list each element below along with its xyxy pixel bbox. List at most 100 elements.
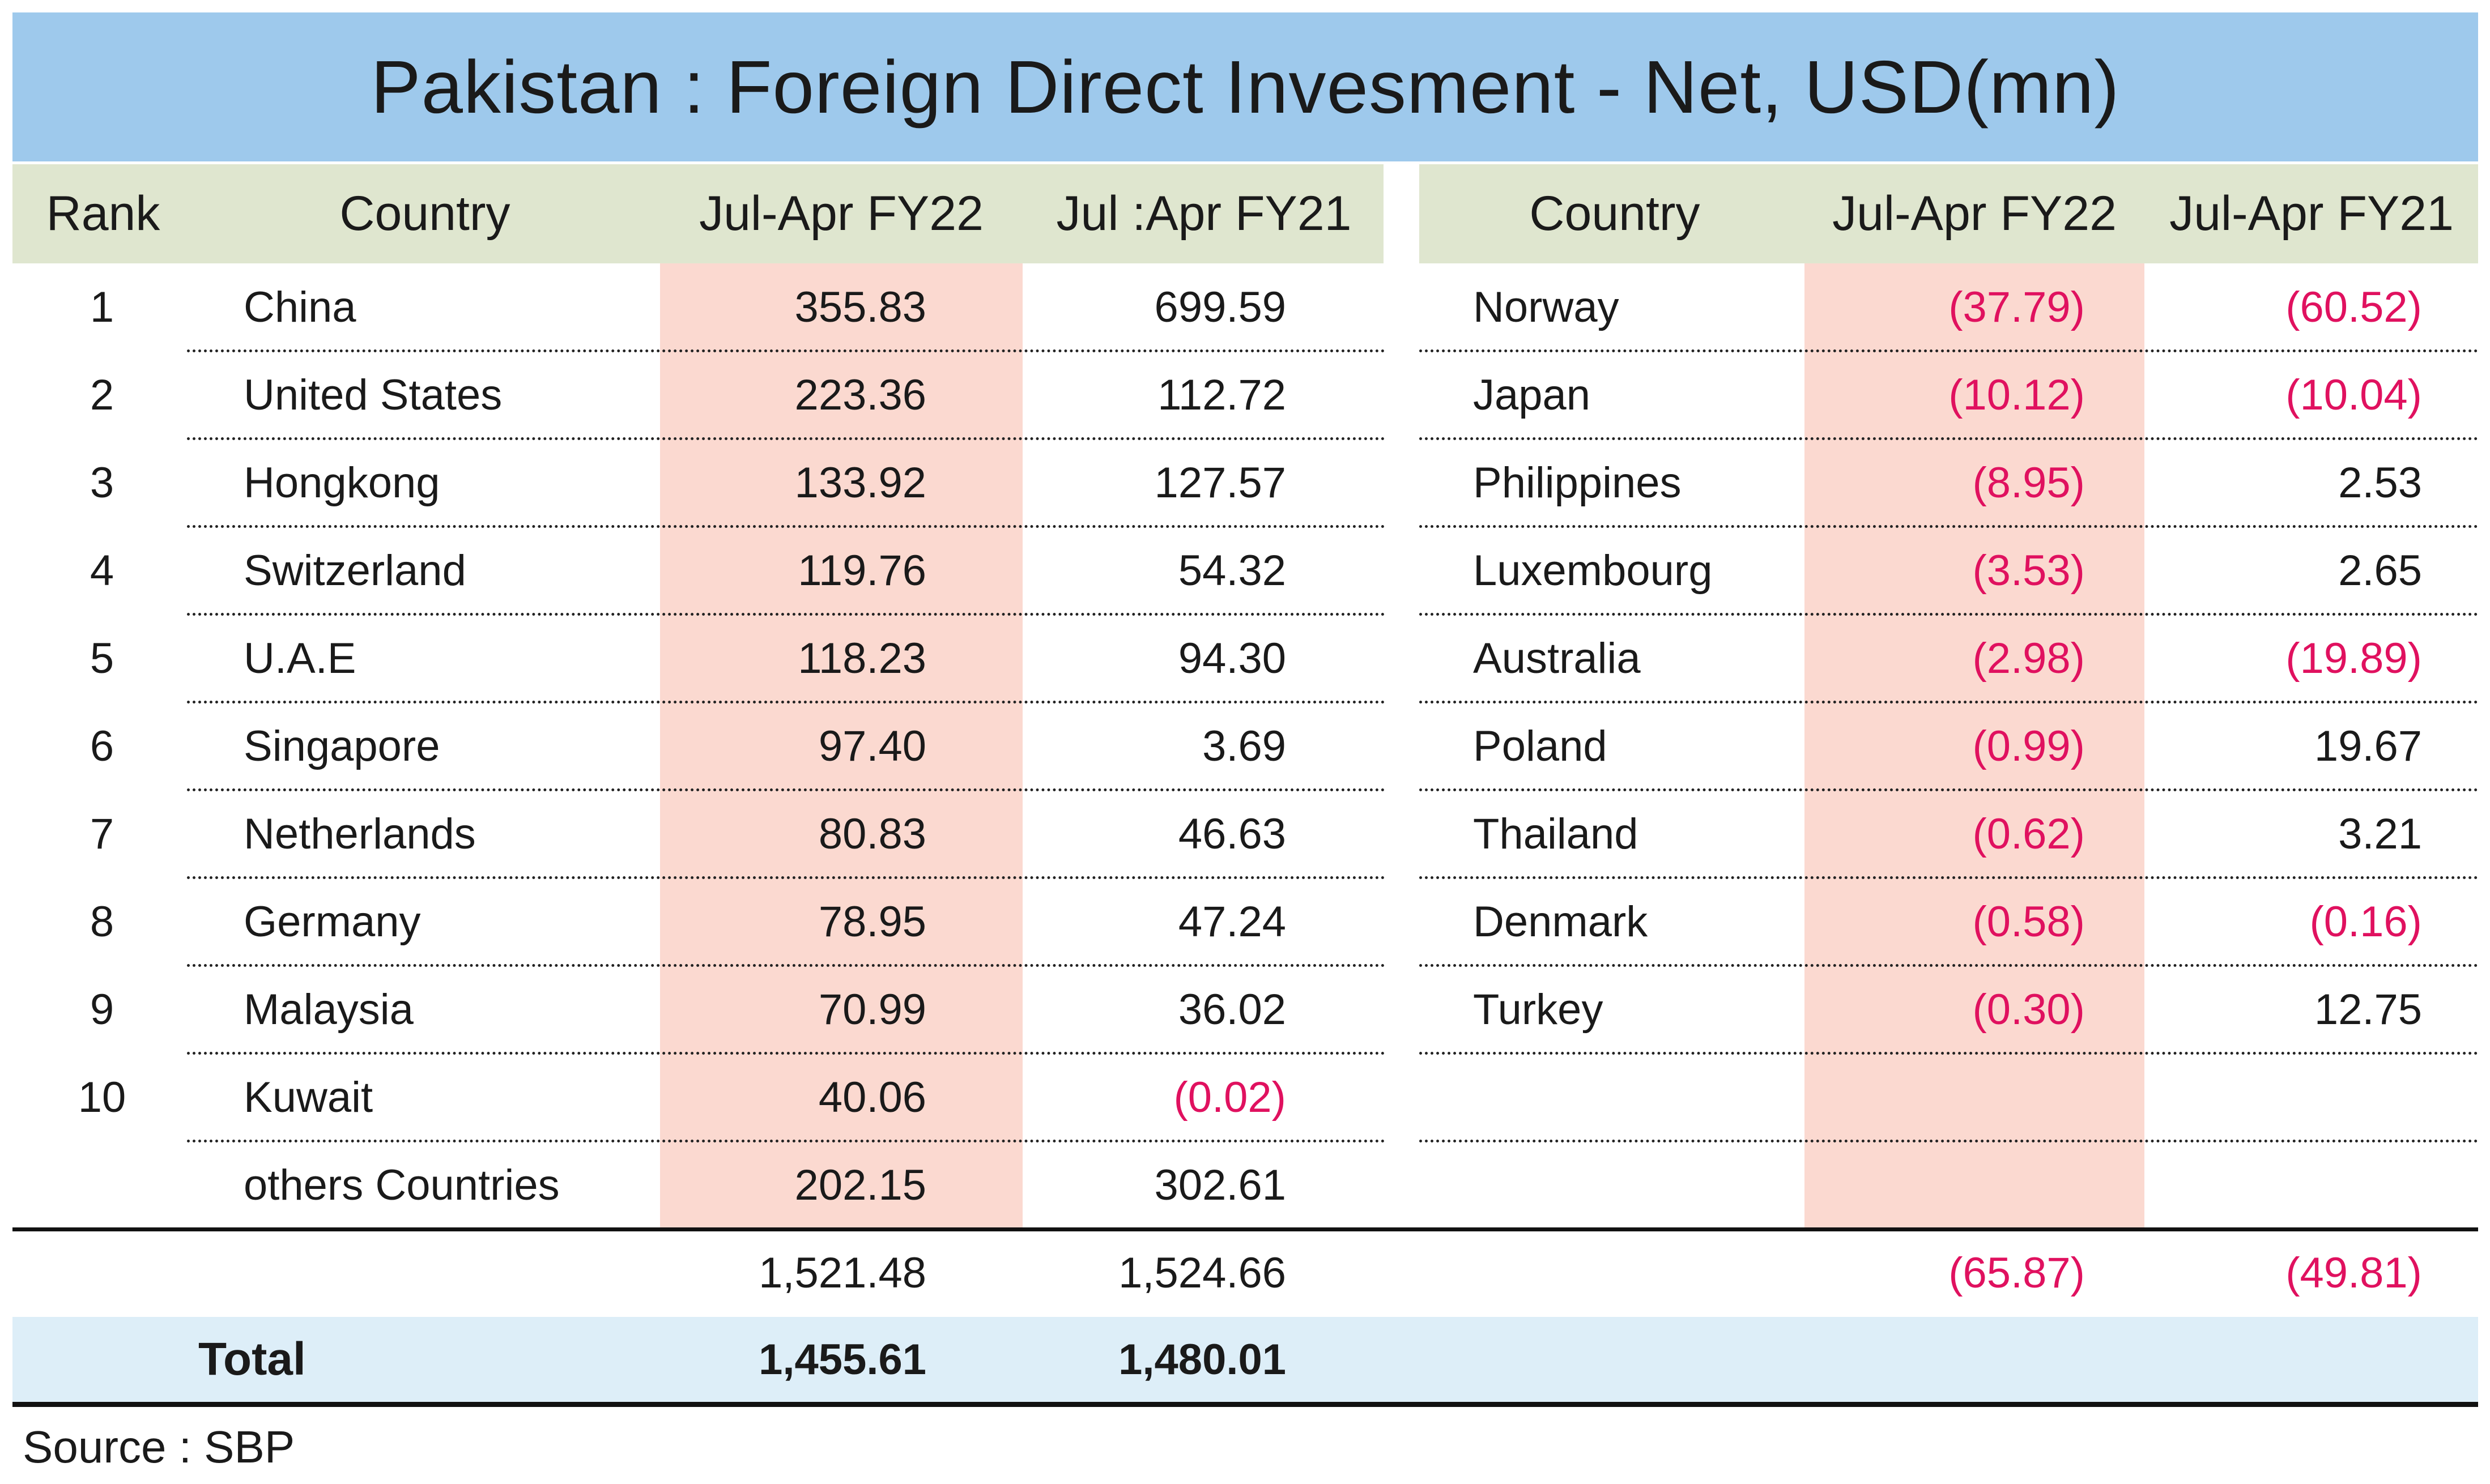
fy22-cell: 223.36 xyxy=(794,371,926,419)
rank-cell: 7 xyxy=(90,810,114,858)
country-cell: Thailand xyxy=(1473,810,1638,858)
country-cell: Denmark xyxy=(1473,898,1648,946)
row-divider xyxy=(1419,437,2478,440)
country-cell: U.A.E xyxy=(244,634,356,683)
row-divider xyxy=(187,613,1385,616)
fy22-cell: (0.62) xyxy=(1972,810,2085,858)
country-cell: Japan xyxy=(1473,371,1591,419)
fy22-right-highlight xyxy=(1804,263,2144,1229)
fy22-cell: (0.30) xyxy=(1972,986,2085,1034)
row-divider xyxy=(1419,1140,2478,1142)
fy22-cell: (8.95) xyxy=(1972,459,2085,507)
subtotal-left-fy22: 1,521.48 xyxy=(759,1249,926,1297)
rank-cell: 3 xyxy=(90,459,114,507)
fy22-cell: 119.76 xyxy=(798,547,926,595)
country-cell: Singapore xyxy=(244,722,440,770)
subtotal-rule xyxy=(12,1227,2478,1231)
total-rule xyxy=(12,1402,2478,1407)
fy22-cell: (10.12) xyxy=(1948,371,2085,419)
country-cell: China xyxy=(244,283,356,331)
left-header-band xyxy=(12,164,1384,263)
fy21-cell: (0.02) xyxy=(1173,1073,1286,1121)
fy21-cell: 46.63 xyxy=(1178,810,1286,858)
country-cell: Germany xyxy=(244,898,421,946)
fy21-cell: 127.57 xyxy=(1154,459,1286,507)
rank-cell: 2 xyxy=(90,371,114,419)
fy22-cell: 355.83 xyxy=(794,283,926,331)
right-header-band xyxy=(1419,164,2478,263)
row-divider xyxy=(187,1140,1385,1142)
fy22-cell: 133.92 xyxy=(794,459,926,507)
subtotal-right-fy21: (49.81) xyxy=(2285,1249,2422,1297)
country-cell: others Countries xyxy=(244,1161,560,1209)
rank-cell: 10 xyxy=(78,1073,126,1121)
header-country-left: Country xyxy=(339,186,510,241)
country-cell: Kuwait xyxy=(244,1073,373,1121)
row-divider xyxy=(1419,788,2478,791)
fy21-cell: 12.75 xyxy=(2314,986,2422,1034)
fy22-cell: 70.99 xyxy=(818,986,926,1034)
row-divider xyxy=(187,788,1385,791)
fy21-cell: 47.24 xyxy=(1178,898,1286,946)
row-divider xyxy=(1419,701,2478,703)
row-divider xyxy=(1419,525,2478,528)
fy22-cell: 97.40 xyxy=(818,722,926,770)
row-divider xyxy=(1419,349,2478,352)
country-cell: Norway xyxy=(1473,283,1619,331)
rank-cell: 6 xyxy=(90,722,114,770)
row-divider xyxy=(187,964,1385,967)
country-cell: Hongkong xyxy=(244,459,440,507)
subtotal-left-fy21: 1,524.66 xyxy=(1118,1249,1286,1297)
country-cell: Netherlands xyxy=(244,810,476,858)
fy22-cell: 202.15 xyxy=(794,1161,926,1209)
fy22-cell: 80.83 xyxy=(818,810,926,858)
country-cell: Philippines xyxy=(1473,459,1682,507)
row-divider xyxy=(1419,1052,2478,1055)
fy21-cell: 3.21 xyxy=(2338,810,2422,858)
table-title: Pakistan : Foreign Direct Invesment - Ne… xyxy=(12,12,2478,161)
rank-cell xyxy=(45,1141,159,1229)
fy21-cell: (10.04) xyxy=(2285,371,2422,419)
source-note: Source : SBP xyxy=(23,1422,295,1472)
fy21-cell: (60.52) xyxy=(2285,283,2422,331)
fy21-cell: 3.69 xyxy=(1202,722,1286,770)
header-fy22-right: Jul-Apr FY22 xyxy=(1832,186,2117,241)
fy22-cell: 118.23 xyxy=(798,634,926,683)
row-divider xyxy=(187,525,1385,528)
fy22-cell: (3.53) xyxy=(1972,547,2085,595)
row-divider xyxy=(187,437,1385,440)
header-country-right: Country xyxy=(1529,186,1700,241)
country-cell: Malaysia xyxy=(244,986,414,1034)
fy21-cell: 19.67 xyxy=(2314,722,2422,770)
fy21-cell: 36.02 xyxy=(1178,986,1286,1034)
rank-cell: 1 xyxy=(90,283,114,331)
row-divider xyxy=(1419,964,2478,967)
row-divider xyxy=(1419,613,2478,616)
country-cell: Australia xyxy=(1473,634,1641,683)
fy21-cell: 302.61 xyxy=(1154,1161,1286,1209)
country-cell: United States xyxy=(244,371,503,419)
fy21-cell: 54.32 xyxy=(1178,547,1286,595)
fy21-cell: 2.65 xyxy=(2338,547,2422,595)
fy21-cell: 2.53 xyxy=(2338,459,2422,507)
header-fy21-right: Jul-Apr FY21 xyxy=(2169,186,2454,241)
fy21-cell: (0.16) xyxy=(2309,898,2422,946)
fy22-cell: (37.79) xyxy=(1948,283,2085,331)
country-cell: Turkey xyxy=(1473,986,1603,1034)
rank-cell: 9 xyxy=(90,986,114,1034)
fy22-cell: (2.98) xyxy=(1972,634,2085,683)
rank-cell: 4 xyxy=(90,547,114,595)
header-fy21-left: Jul :Apr FY21 xyxy=(1056,186,1352,241)
fy21-cell: (19.89) xyxy=(2285,634,2422,683)
row-divider xyxy=(187,701,1385,703)
total-fy22: 1,455.61 xyxy=(759,1335,926,1384)
fy21-cell: 699.59 xyxy=(1154,283,1286,331)
total-label: Total xyxy=(198,1333,306,1385)
country-cell: Luxembourg xyxy=(1473,547,1713,595)
row-divider xyxy=(187,349,1385,352)
fy22-cell: 78.95 xyxy=(818,898,926,946)
fy22-cell: (0.99) xyxy=(1972,722,2085,770)
fy22-left-highlight xyxy=(660,263,1023,1229)
row-divider xyxy=(187,876,1385,879)
subtotal-right-fy22: (65.87) xyxy=(1948,1249,2085,1297)
